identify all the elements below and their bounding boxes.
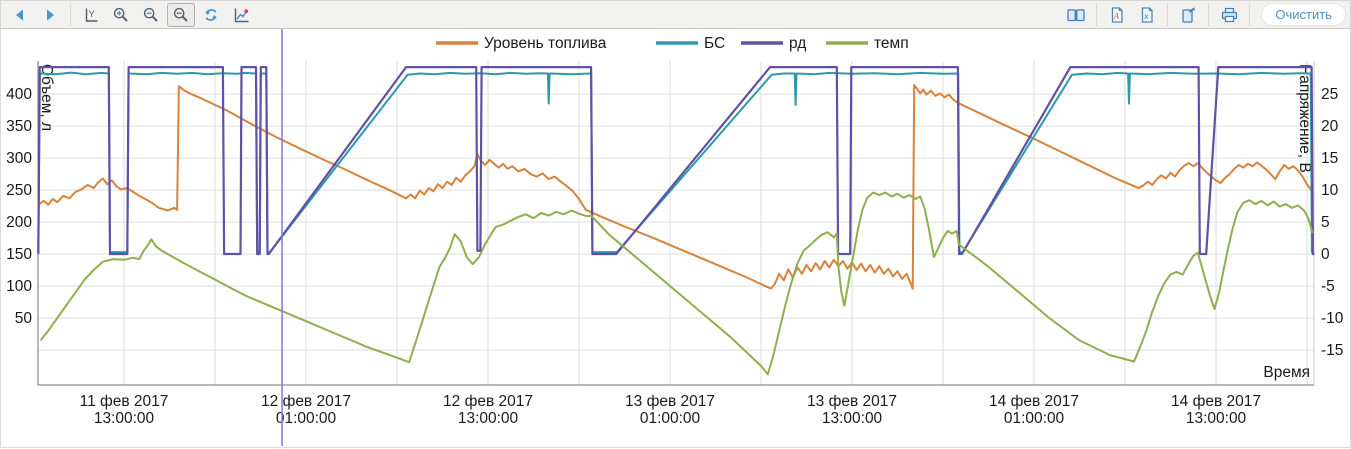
zoom-reset-button[interactable]: [167, 2, 195, 27]
zoom-out-button[interactable]: [137, 3, 165, 27]
series-line-1: [37, 71, 1314, 254]
left-axis-tick-label: 200: [6, 214, 32, 231]
right-axis-tick-label: -15: [1321, 342, 1343, 359]
series-line-0: [38, 84, 1314, 290]
right-axis-title: Напряжение, В: [1296, 64, 1313, 173]
toolbar-separator: [1096, 3, 1098, 26]
right-axis-tick-label: -5: [1321, 278, 1335, 295]
x-axis-tick-date: 12 фев 2017: [443, 393, 533, 410]
series-line-2: [37, 65, 1315, 256]
toolbar-separator: [1167, 3, 1169, 26]
print-button[interactable]: [1215, 3, 1243, 27]
magnifier-minus-icon: [143, 7, 158, 22]
arrow-right-icon: [47, 9, 54, 20]
x-axis-tick-date: 12 фев 2017: [261, 393, 351, 410]
svg-text:Y: Y: [89, 9, 96, 20]
x-axis-title: Время: [1263, 364, 1310, 381]
right-axis-tick-label: 25: [1321, 86, 1338, 103]
excel-document-icon: x: [1142, 6, 1154, 23]
timeseries-chart[interactable]: 400350300250200150100502520151050-5-10-1…: [1, 29, 1350, 446]
printer-icon: [1221, 7, 1238, 22]
legend-label-2: рд: [789, 35, 806, 52]
toolbar-separator: [70, 3, 71, 26]
copy-export-button[interactable]: [1174, 3, 1202, 27]
left-axis-tick-label: 50: [15, 310, 33, 327]
magnifier-dots-icon: [173, 7, 188, 22]
y-scale-button[interactable]: Y: [77, 3, 105, 27]
left-axis-tick-label: 350: [6, 118, 32, 135]
toolbar-separator: [1208, 3, 1210, 26]
right-axis-tick-label: 0: [1321, 246, 1330, 263]
left-axis-tick-label: 400: [6, 86, 32, 103]
pdf-document-icon: A: [1112, 6, 1124, 23]
x-axis-tick-date: 13 фев 2017: [625, 393, 715, 410]
legend-label-1: БС: [704, 35, 725, 52]
export-pdf-button[interactable]: A: [1103, 3, 1131, 27]
toolbar-right-group: A x Очистить: [1061, 1, 1346, 28]
export-excel-button[interactable]: x: [1133, 3, 1161, 27]
svg-text:A: A: [1113, 11, 1119, 20]
right-axis-tick-label: 15: [1321, 150, 1338, 167]
x-axis-tick-time: 01:00:00: [1004, 410, 1065, 427]
clear-button[interactable]: Очистить: [1261, 3, 1346, 26]
arrow-left-icon: [16, 9, 23, 20]
legend-label-0: Уровень топлива: [484, 35, 607, 52]
x-axis-tick-time: 13:00:00: [1186, 410, 1247, 427]
right-axis-tick-label: 5: [1321, 214, 1330, 231]
left-axis-tick-label: 150: [6, 246, 32, 263]
refresh-button[interactable]: [197, 3, 225, 27]
left-axis-tick-label: 250: [6, 182, 32, 199]
x-axis-tick-date: 11 фев 2017: [80, 393, 169, 410]
toolbar: Y A x: [0, 0, 1351, 29]
refresh-icon: [205, 8, 217, 21]
book-icon: [1067, 8, 1086, 21]
x-axis-tick-time: 01:00:00: [640, 410, 701, 427]
x-axis-tick-time: 13:00:00: [458, 410, 519, 427]
x-axis-tick-time: 01:00:00: [276, 410, 337, 427]
legend-label-3: темп: [874, 35, 909, 52]
toolbar-separator: [1249, 3, 1251, 26]
x-axis-tick-date: 14 фев 2017: [989, 393, 1079, 410]
right-axis-tick-label: 20: [1321, 118, 1339, 135]
toolbar-left-group: Y: [5, 1, 256, 28]
prev-button[interactable]: [6, 3, 34, 27]
chart-panel: 400 350 300 250 200 150 100 50 25 20 15 10 5 0 -5 -10 -1…: [0, 29, 1351, 448]
magnifier-plus-icon: [113, 7, 128, 22]
document-arrow-icon: [1182, 6, 1196, 23]
left-axis-tick-label: 300: [6, 150, 32, 167]
x-axis-tick-date: 14 фев 2017: [1171, 393, 1261, 410]
y-axis-icon: Y: [85, 8, 98, 22]
chart-settings-button[interactable]: [227, 3, 255, 27]
zoom-in-button[interactable]: [107, 3, 135, 27]
right-axis-tick-label: 10: [1321, 182, 1339, 199]
right-axis-tick-label: -10: [1321, 310, 1344, 327]
next-button[interactable]: [36, 3, 64, 27]
x-axis-tick-date: 13 фев 2017: [807, 393, 897, 410]
x-axis-tick-time: 13:00:00: [94, 410, 155, 427]
left-axis-title: Объем, л: [38, 64, 55, 131]
svg-text:x: x: [1145, 10, 1150, 20]
left-axis-tick-label: 100: [6, 278, 32, 295]
chart-point-icon: [234, 8, 249, 22]
x-axis-tick-time: 13:00:00: [822, 410, 883, 427]
series-line-3: [39, 191, 1314, 376]
report-button[interactable]: [1062, 3, 1090, 27]
